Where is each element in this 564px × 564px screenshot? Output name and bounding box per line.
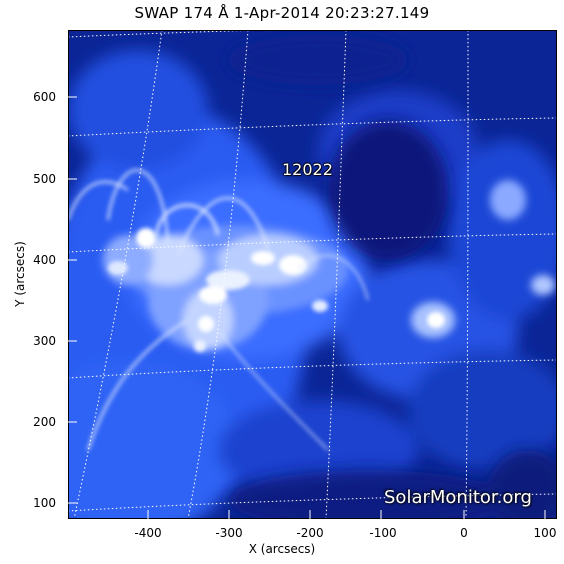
active-region-label: 12022 bbox=[282, 160, 333, 179]
x-tick-label: -200 bbox=[296, 526, 324, 540]
heliographic-grid bbox=[68, 30, 557, 519]
plot-frame bbox=[68, 30, 557, 519]
x-tick-label: 0 bbox=[460, 526, 468, 540]
y-tick-label: 400 bbox=[33, 253, 56, 267]
coronal-loops bbox=[68, 168, 369, 451]
y-tick-label: 500 bbox=[33, 172, 56, 186]
solar-image-plot bbox=[68, 30, 557, 519]
x-tick-label: 100 bbox=[533, 526, 557, 540]
y-tick-label: 100 bbox=[33, 496, 56, 510]
solar-euv-image bbox=[68, 30, 557, 519]
y-tick-label: 300 bbox=[33, 334, 56, 348]
image-title: SWAP 174 Å 1-Apr-2014 20:23:27.149 bbox=[134, 4, 430, 22]
y-tick-label: 200 bbox=[33, 415, 56, 429]
tick-marks bbox=[68, 96, 546, 519]
x-tick-label: -100 bbox=[369, 526, 397, 540]
y-tick-label: 600 bbox=[33, 90, 56, 104]
y-axis-label: Y (arcsecs) bbox=[13, 241, 27, 307]
x-tick-label: -400 bbox=[134, 526, 162, 540]
x-axis-label: X (arcsecs) bbox=[248, 542, 316, 556]
dark-regions bbox=[228, 35, 557, 519]
x-tick-label: -300 bbox=[215, 526, 243, 540]
watermark: SolarMonitor.org bbox=[384, 487, 532, 508]
